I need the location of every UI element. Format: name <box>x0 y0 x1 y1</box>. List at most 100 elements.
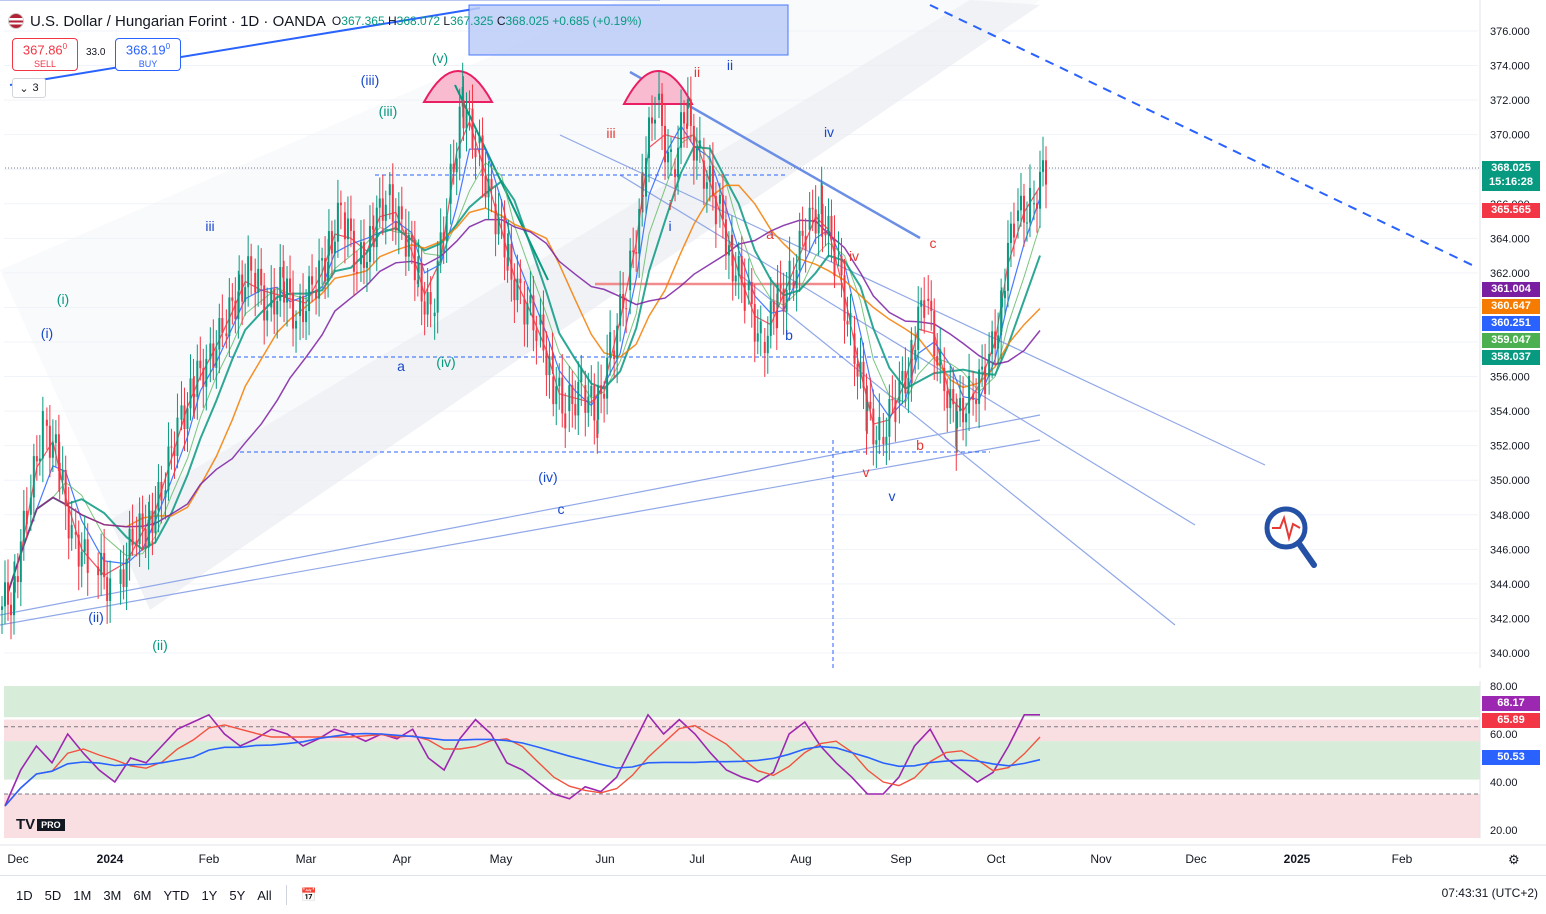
candle-body <box>994 331 997 349</box>
range-3m[interactable]: 3M <box>103 887 122 903</box>
candle-body <box>13 582 15 616</box>
candle-body <box>933 311 936 357</box>
candle-body <box>1033 203 1035 205</box>
time-tick-label: Jun <box>595 852 614 866</box>
candle-body <box>343 212 346 240</box>
candle-body <box>167 446 170 491</box>
rsi-mid-red-band <box>4 719 1480 742</box>
rsi-long-line <box>4 732 1041 807</box>
candle-body <box>1016 210 1019 222</box>
candle-body <box>449 163 452 204</box>
candle-body <box>372 238 375 248</box>
range-ytd[interactable]: YTD <box>163 887 190 903</box>
rsi-upper-band <box>4 686 1480 718</box>
candle-body <box>632 250 635 253</box>
pro-badge: PRO <box>37 818 65 831</box>
candle-body <box>384 204 387 221</box>
candle-body <box>381 198 384 221</box>
dashed-trendline <box>929 4 1473 266</box>
ohlc-readout: O367.365 H368.072 L367.325 C368.025 +0.6… <box>331 14 642 28</box>
candle-body <box>1025 222 1028 224</box>
candle-body <box>548 356 551 376</box>
candle-body <box>907 377 910 394</box>
candle-body <box>426 292 429 315</box>
candle-body <box>769 301 772 336</box>
candle-body <box>962 398 965 423</box>
candle-body <box>869 401 872 409</box>
candle-body <box>837 255 840 257</box>
candle-body <box>532 295 535 331</box>
candle-body <box>622 293 625 309</box>
candle-body <box>378 198 381 208</box>
time-tick-label: Dec <box>7 852 28 866</box>
candle-body <box>237 291 240 320</box>
range-5d[interactable]: 5D <box>44 887 62 903</box>
candle-body <box>218 318 221 350</box>
price-tick-label: 346.000 <box>1490 544 1530 556</box>
range-1y[interactable]: 1Y <box>201 887 218 903</box>
candle-body <box>45 419 48 426</box>
wave-label: (ii) <box>88 609 104 625</box>
candle-body <box>359 242 362 265</box>
rsi-line <box>4 713 1040 807</box>
range-6m[interactable]: 6M <box>133 887 152 903</box>
top-arc <box>622 70 694 105</box>
candle-body <box>721 194 724 220</box>
candle-body <box>70 524 73 539</box>
candle-body <box>804 235 807 251</box>
rsi-tick-label: 40.00 <box>1490 777 1518 789</box>
candle-body <box>375 207 378 248</box>
candle-body <box>349 218 352 231</box>
candle-body <box>228 297 231 337</box>
candle-body <box>439 232 442 261</box>
candle-body <box>561 377 564 414</box>
candle-body <box>164 490 167 498</box>
candle-body <box>365 262 368 268</box>
candle-body <box>462 100 465 129</box>
wave-label: a <box>397 358 405 374</box>
settings-icon[interactable]: ⚙ <box>1508 852 1520 867</box>
candle-body <box>420 262 423 302</box>
candle-body <box>558 377 561 387</box>
range-5y[interactable]: 5Y <box>229 887 246 903</box>
wave-label: iv <box>849 248 859 264</box>
range-1m[interactable]: 1M <box>73 887 92 903</box>
time-axis: Dec 2024 Feb Mar Apr May Jun Jul Aug Sep Oct Nov Dec… <box>0 844 1546 866</box>
last-price-tag: 368.025 15:16:28 <box>1482 161 1540 191</box>
indicators-collapse-button[interactable]: ⌄ 3 <box>12 78 46 98</box>
moving-average-line <box>7 145 1041 593</box>
calendar-icon[interactable]: 📅 <box>300 887 317 902</box>
wave-label: b <box>916 437 924 453</box>
candle-body <box>302 296 305 323</box>
candle-body <box>795 270 798 289</box>
sell-button[interactable]: 367.860 SELL <box>12 38 78 71</box>
candle-body <box>644 158 647 197</box>
candle-body <box>638 208 641 254</box>
candle-body <box>97 566 100 576</box>
time-tick-label: Aug <box>790 852 811 866</box>
candle-body <box>670 149 673 152</box>
candle-body <box>417 262 420 273</box>
range-all[interactable]: All <box>257 887 272 903</box>
candle-body <box>13 576 16 593</box>
wave-label: i <box>668 197 671 213</box>
candle-body <box>698 140 701 149</box>
trendline <box>9 7 481 86</box>
candle-body <box>952 389 955 405</box>
candle-body <box>647 117 650 159</box>
symbol-title[interactable]: U.S. Dollar / Hungarian Forint · 1D · OA… <box>30 12 326 30</box>
candle-body <box>135 540 138 545</box>
candle-body <box>471 108 474 149</box>
buy-button[interactable]: 368.190 BUY <box>115 38 181 71</box>
candle-body <box>333 241 336 254</box>
rsi-ma-line <box>4 724 1041 807</box>
range-1d[interactable]: 1D <box>16 887 33 903</box>
candle-body <box>279 267 282 301</box>
time-tick-label: Feb <box>1392 852 1413 866</box>
candle-body <box>775 311 778 329</box>
candle-body <box>840 255 843 276</box>
candle-body <box>429 292 432 305</box>
wave-label: (iv) <box>538 469 557 485</box>
candle-body <box>597 385 600 420</box>
